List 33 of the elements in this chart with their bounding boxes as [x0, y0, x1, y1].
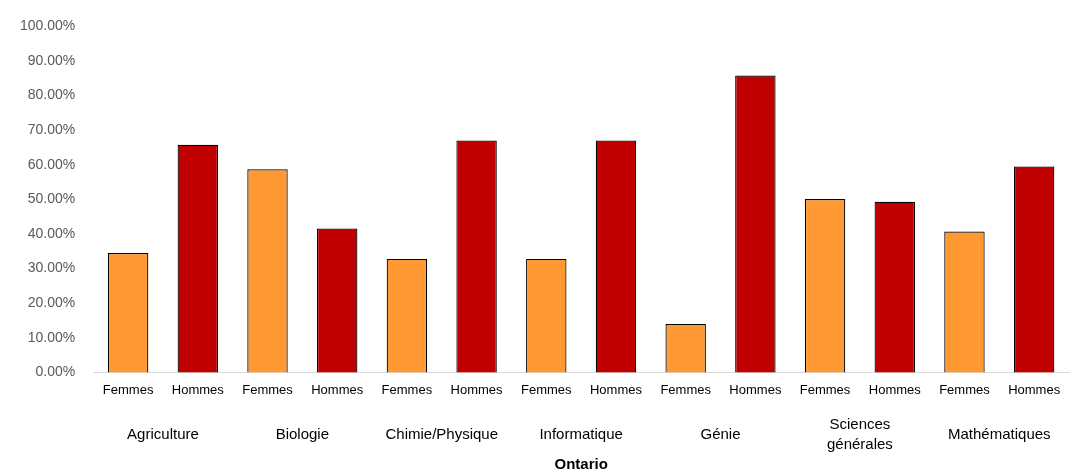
- x-tick-label: Hommes: [171, 381, 225, 397]
- x-tick-label: Hommes: [450, 381, 504, 397]
- y-tick-label: 10.00%: [27, 328, 76, 345]
- x-tick-label: Femmes: [939, 381, 991, 397]
- text: Génie: [700, 424, 741, 442]
- x-axis-title: Ontario: [554, 455, 608, 473]
- x-tick-label: Femmes: [102, 381, 154, 397]
- y-tick-label: 40.00%: [27, 224, 76, 241]
- y-tick-label: 20.00%: [27, 294, 76, 311]
- x-tick-label: Femmes: [799, 381, 851, 397]
- text: Sciences générales: [826, 414, 893, 452]
- text: Agriculture: [127, 424, 199, 442]
- y-tick-label: 70.00%: [27, 121, 76, 138]
- x-tick-label: Hommes: [868, 381, 922, 397]
- y-tick-label: 30.00%: [27, 259, 76, 276]
- x-tick-label: Femmes: [521, 381, 573, 397]
- y-tick-label: 90.00%: [27, 51, 76, 68]
- x-tick-label: Femmes: [242, 381, 294, 397]
- x-tick-label: Hommes: [729, 381, 782, 397]
- x-tick-label: Hommes: [311, 381, 364, 397]
- text: Mathématiques: [948, 424, 1051, 442]
- x-tick-label: Femmes: [381, 381, 433, 397]
- y-tick-label: 50.00%: [27, 190, 76, 207]
- text: Chimie/Physique: [385, 424, 499, 442]
- y-tick-label: 100.00%: [19, 17, 76, 34]
- y-tick-label: 60.00%: [27, 155, 76, 172]
- x-tick-label: Hommes: [1008, 381, 1061, 397]
- x-tick-label: Femmes: [660, 381, 712, 397]
- text: Biologie: [275, 424, 330, 442]
- y-tick-label: 80.00%: [27, 86, 76, 103]
- x-tick-label: Hommes: [589, 381, 643, 397]
- y-tick-label: 0.00%: [35, 363, 76, 380]
- text: Informatique: [539, 424, 623, 442]
